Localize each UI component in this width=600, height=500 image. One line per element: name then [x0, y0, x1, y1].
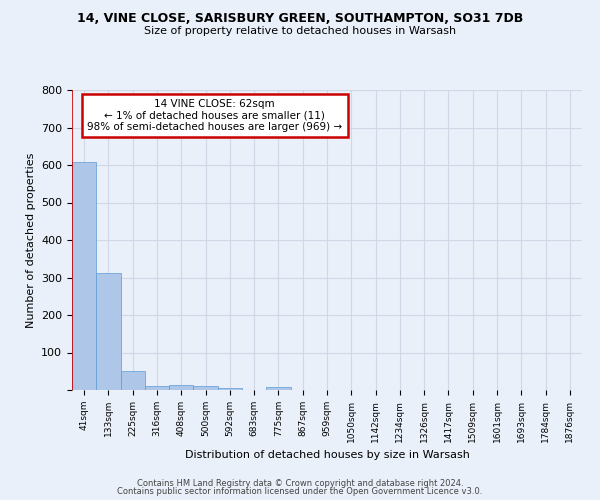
Bar — [121, 371, 145, 390]
Text: Size of property relative to detached houses in Warsash: Size of property relative to detached ho… — [144, 26, 456, 36]
Bar — [96, 274, 121, 390]
Bar — [218, 388, 242, 390]
Bar — [145, 386, 169, 390]
Bar — [169, 385, 193, 390]
Y-axis label: Number of detached properties: Number of detached properties — [26, 152, 35, 328]
Text: Contains public sector information licensed under the Open Government Licence v3: Contains public sector information licen… — [118, 487, 482, 496]
Bar — [72, 162, 96, 390]
Bar — [266, 387, 290, 390]
Text: 14, VINE CLOSE, SARISBURY GREEN, SOUTHAMPTON, SO31 7DB: 14, VINE CLOSE, SARISBURY GREEN, SOUTHAM… — [77, 12, 523, 26]
Bar — [193, 386, 218, 390]
X-axis label: Distribution of detached houses by size in Warsash: Distribution of detached houses by size … — [185, 450, 469, 460]
Text: Contains HM Land Registry data © Crown copyright and database right 2024.: Contains HM Land Registry data © Crown c… — [137, 478, 463, 488]
Text: 14 VINE CLOSE: 62sqm
← 1% of detached houses are smaller (11)
98% of semi-detach: 14 VINE CLOSE: 62sqm ← 1% of detached ho… — [87, 99, 343, 132]
